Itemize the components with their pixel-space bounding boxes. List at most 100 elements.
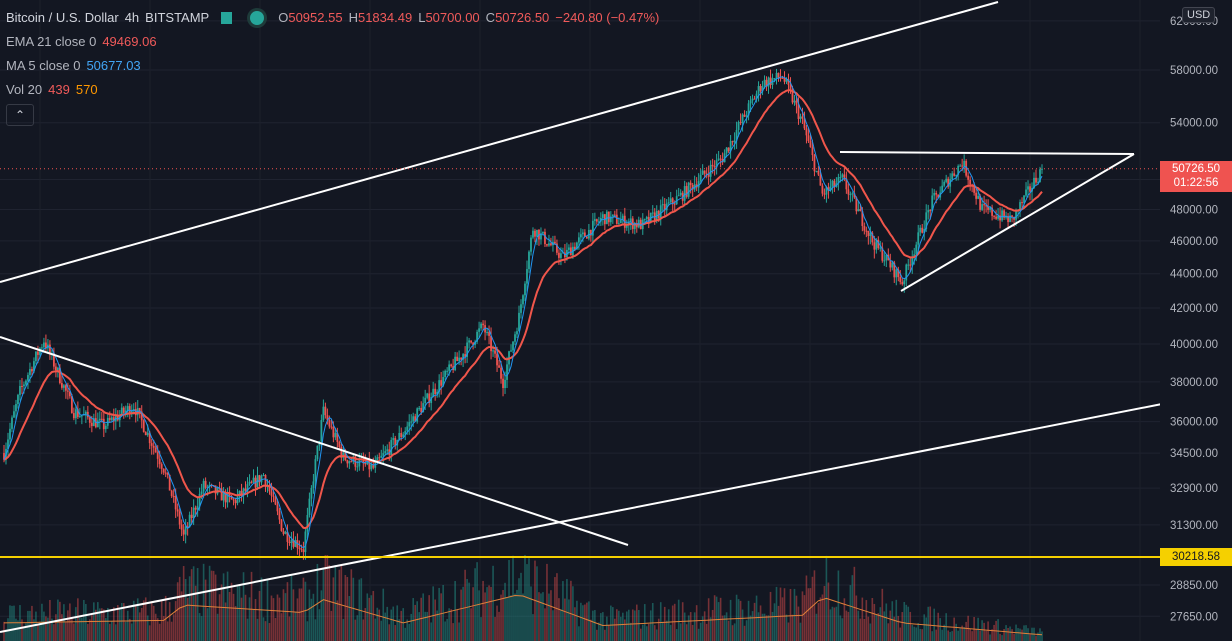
candle-body — [102, 418, 105, 430]
candle-body — [725, 147, 728, 154]
symbol-name[interactable]: Bitcoin / U.S. Dollar — [6, 10, 119, 25]
candle-body — [577, 237, 580, 243]
volume-bar — [464, 569, 466, 641]
low-label: L — [418, 10, 426, 25]
candle-body — [905, 264, 908, 281]
candle-body — [765, 79, 768, 87]
candle-body — [689, 182, 692, 185]
volume-bar — [224, 602, 227, 641]
candle-body — [58, 367, 61, 384]
volume-bar — [13, 605, 15, 641]
candle-body — [775, 72, 778, 79]
volume-bar — [909, 611, 912, 641]
volume-bar — [486, 587, 488, 641]
candle-body — [687, 182, 690, 197]
volume-bar — [727, 620, 730, 641]
candle-body — [967, 175, 970, 180]
candle-body — [498, 365, 500, 368]
candle-body — [45, 342, 47, 349]
volume-bar — [1021, 629, 1023, 641]
candle-body — [915, 244, 918, 255]
candle-body — [278, 511, 281, 520]
candle-body — [1023, 195, 1025, 203]
ema-row[interactable]: EMA 21 close 0 49469.06 — [6, 30, 659, 54]
volume-bar — [79, 617, 81, 641]
candle-body — [268, 486, 271, 492]
candle-body — [146, 432, 149, 436]
currency-button[interactable]: USD — [1182, 7, 1216, 23]
price-tick-label: 46000.00 — [1170, 236, 1218, 248]
volume-bar — [649, 610, 652, 641]
candle-body — [985, 205, 988, 207]
volume-bar — [947, 630, 949, 641]
candle-body — [84, 411, 87, 415]
candle-body — [885, 254, 888, 261]
volume-bar — [881, 588, 884, 641]
volume-bar — [59, 601, 61, 641]
volume-bar — [336, 600, 339, 641]
candle-body — [893, 262, 896, 278]
candle-body — [80, 415, 83, 417]
volume-bar — [669, 624, 672, 641]
volume-bar — [220, 584, 223, 641]
volume-bar — [548, 593, 550, 641]
candle-body — [25, 380, 27, 385]
vol-row[interactable]: Vol 20 439 570 — [6, 78, 659, 102]
volume-bar — [362, 619, 365, 641]
candle-body — [510, 350, 512, 352]
volume-bar — [476, 562, 478, 641]
candle-body — [410, 421, 413, 423]
candle-body — [324, 406, 327, 416]
candle-body — [877, 239, 880, 248]
candle-body — [198, 493, 201, 507]
flag-icon[interactable] — [221, 12, 233, 24]
candle-body — [851, 193, 854, 195]
candle-body — [911, 257, 914, 266]
candle-body — [23, 384, 25, 387]
candle-body — [863, 225, 866, 231]
candle-body — [346, 460, 349, 464]
candle-body — [697, 181, 700, 188]
collapse-legend-button[interactable]: ⌃ — [6, 104, 34, 126]
volume-bar — [1041, 631, 1043, 641]
volume-bar — [208, 565, 211, 641]
volume-bar — [1019, 628, 1021, 641]
volume-bar — [753, 602, 756, 641]
volume-bar — [1035, 635, 1037, 641]
interval[interactable]: 4h — [124, 10, 140, 25]
volume-bar — [659, 602, 662, 641]
volume-bar — [520, 572, 522, 641]
volume-bar — [230, 582, 233, 641]
candle-body — [336, 432, 339, 442]
ma-row[interactable]: MA 5 close 0 50677.03 — [6, 54, 659, 78]
candle-body — [390, 439, 393, 456]
candle-body — [677, 195, 680, 197]
candle-body — [951, 173, 954, 180]
candle-body — [556, 243, 558, 253]
candle-body — [340, 447, 343, 458]
volume-bar — [741, 609, 744, 641]
candle-body — [963, 160, 966, 167]
volume-bar — [292, 589, 295, 641]
volume-bar — [5, 629, 7, 641]
volume-bar — [87, 623, 89, 641]
candle-body — [735, 130, 738, 141]
volume-bar — [859, 618, 862, 641]
candle-body — [701, 170, 704, 175]
volume-bar — [921, 629, 924, 641]
candle-body — [783, 77, 786, 82]
volume-bar — [356, 615, 359, 641]
candle-body — [550, 243, 552, 246]
volume-bar — [182, 566, 185, 641]
candle-body — [1007, 216, 1009, 223]
volume-bar — [556, 573, 558, 641]
volume-bar — [661, 621, 664, 641]
volume-bar — [701, 616, 704, 641]
volume-bar — [282, 589, 285, 641]
volume-bar — [959, 628, 961, 641]
candle-body — [651, 212, 654, 214]
volume-bar — [21, 619, 23, 641]
candle-body — [496, 353, 498, 366]
